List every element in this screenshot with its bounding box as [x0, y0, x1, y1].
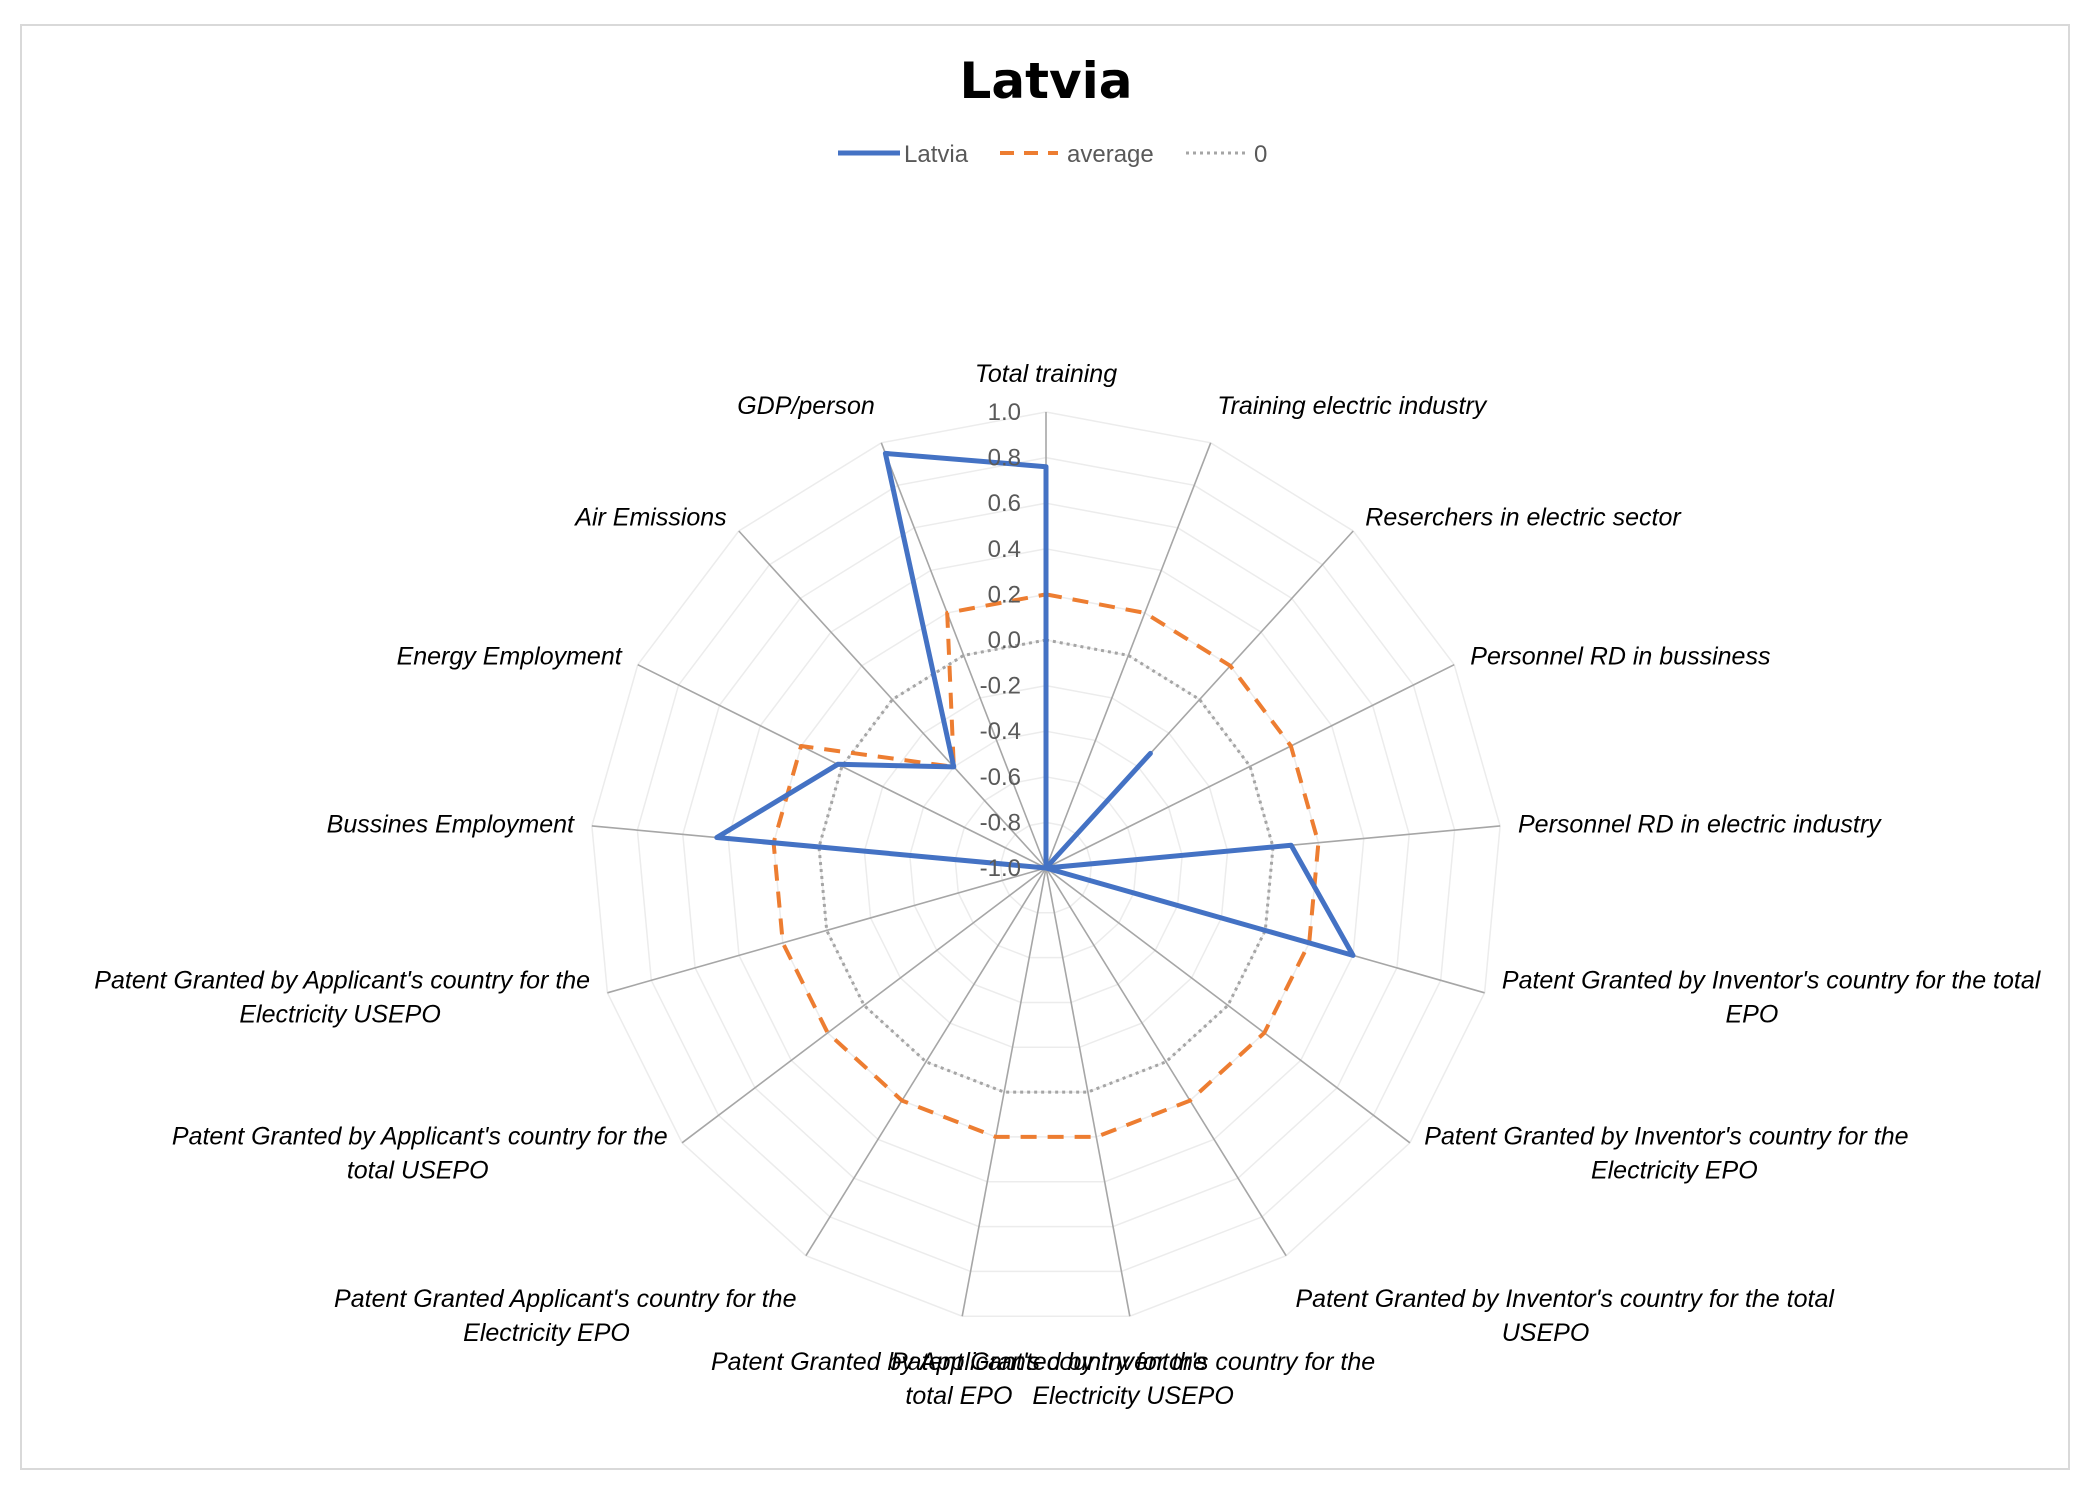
category-label-line: Total training	[975, 360, 1117, 388]
grid-spoke	[1045, 663, 1455, 869]
grid-ring	[863, 684, 1229, 1049]
series-line-latvia	[714, 450, 1356, 958]
legend-label-average: average	[1067, 141, 1154, 168]
category-label-line: USEPO	[1502, 1319, 1590, 1347]
category-label-line: EPO	[1726, 1001, 1779, 1029]
radial-tick-label: -0.2	[980, 673, 1021, 700]
grid-spoke	[880, 442, 1047, 869]
grid-spoke	[607, 867, 1047, 994]
category-label-line: Personnel RD in bussiness	[1470, 643, 1770, 671]
category-label-line: GDP/person	[737, 392, 875, 420]
grid-spoke	[1045, 867, 1411, 1144]
category-label: Personnel RD in bussiness	[1470, 643, 1770, 671]
category-label-line: Patent Granted by Applicant's country fo…	[172, 1123, 668, 1151]
radial-tick-label: -1.0	[980, 855, 1021, 882]
category-label-line: Electricity USEPO	[239, 1001, 440, 1029]
category-label-line: Patent Granted by Applicant's country fo…	[711, 1348, 1207, 1376]
category-label-line: Electricity USEPO	[1032, 1382, 1233, 1410]
category-label: Energy Employment	[397, 643, 623, 671]
category-label: Reserchers in electric sector	[1365, 504, 1682, 532]
category-label: Patent Granted by Inventor's country for…	[1502, 967, 2042, 1029]
series-line-average	[771, 592, 1321, 1139]
chart-title: Latvia	[960, 52, 1133, 110]
grid-spoke	[1045, 442, 1212, 869]
grid-ring	[909, 730, 1183, 1004]
grid-spoke	[961, 867, 1047, 1317]
radial-tick-label: 0.2	[988, 581, 1021, 608]
grid-spoke	[1045, 867, 1131, 1317]
radial-axis-ticks: 1.0 0.8 0.6 0.4 0.2 0.0 -0.2 -0.4 -0.6 -0.8 -1.0	[980, 399, 1021, 882]
category-label-line: Patent Granted Applicant's country for t…	[334, 1285, 796, 1313]
radial-tick-label: -0.8	[980, 809, 1021, 836]
radial-tick-label: 1.0	[988, 399, 1021, 426]
grid-ring	[954, 776, 1138, 959]
grid-ring	[818, 639, 1274, 1093]
radial-tick-label: 0.8	[988, 445, 1021, 472]
category-label: Air Emissions	[573, 504, 726, 532]
category-label-line: Air Emissions	[573, 504, 726, 532]
category-label-line: Training electric industry	[1217, 392, 1488, 420]
category-label: Patent Granted by Inventor's country for…	[1296, 1285, 1836, 1347]
category-label-line: Reserchers in electric sector	[1365, 504, 1682, 532]
category-label: Bussines Employment	[327, 810, 575, 838]
category-label-line: Patent Granted by Inventor's country for…	[1424, 1123, 1908, 1151]
legend-label-zero: 0	[1254, 141, 1267, 168]
category-label-line: Patent Granted by Inventor's country for…	[891, 1348, 1375, 1376]
category-label: Patent Granted by Applicant's country fo…	[94, 967, 590, 1029]
category-label: Patent Granted by Inventor's country for…	[891, 1348, 1375, 1410]
legend-label-latvia: Latvia	[904, 141, 969, 168]
category-label-line: Patent Granted by Inventor's country for…	[1296, 1285, 1836, 1313]
category-label: Patent Granted by Applicant's country fo…	[172, 1123, 668, 1185]
radial-tick-label: 0.4	[988, 536, 1021, 563]
category-label-line: Bussines Employment	[327, 810, 575, 838]
category-label: Personnel RD in electric industry	[1518, 810, 1882, 838]
grid-ring	[591, 411, 1501, 1317]
category-label: Total training	[975, 360, 1117, 388]
grid-spoke	[1045, 867, 1287, 1257]
radar-series	[714, 450, 1356, 1139]
radial-tick-label: 0.0	[988, 627, 1021, 654]
category-labels: Total training Training electric industry…	[94, 360, 2041, 1410]
category-label-line: Patent Granted by Applicant's country fo…	[94, 967, 590, 995]
category-label: Patent Granted by Applicant's country fo…	[711, 1348, 1207, 1410]
grid-ring	[999, 821, 1093, 914]
category-label-line: total EPO	[905, 1382, 1012, 1410]
grid-spoke	[681, 867, 1047, 1144]
grid-ring	[682, 502, 1410, 1228]
grid-spoke	[805, 867, 1047, 1257]
category-label-line: Patent Granted by Inventor's country for…	[1502, 967, 2042, 995]
radial-tick-label: -0.4	[980, 718, 1021, 745]
category-label-line: Energy Employment	[397, 643, 623, 671]
category-label-line: total USEPO	[347, 1157, 489, 1185]
category-label: Training electric industry	[1217, 392, 1488, 420]
grid-ring	[727, 548, 1365, 1183]
category-label-line: Electricity EPO	[1591, 1157, 1758, 1185]
legend: Latvia average 0	[838, 141, 1267, 168]
radial-tick-label: 0.6	[988, 490, 1021, 517]
category-label: GDP/person	[737, 392, 875, 420]
category-label: Patent Granted by Inventor's country for…	[1424, 1123, 1908, 1185]
category-label-line: Electricity EPO	[463, 1319, 630, 1347]
radial-tick-label: -0.6	[980, 764, 1021, 791]
grid-spoke	[738, 530, 1047, 869]
category-label-line: Personnel RD in electric industry	[1518, 810, 1882, 838]
category-label: Patent Granted Applicant's country for t…	[334, 1285, 796, 1347]
grid-ring	[636, 456, 1456, 1273]
